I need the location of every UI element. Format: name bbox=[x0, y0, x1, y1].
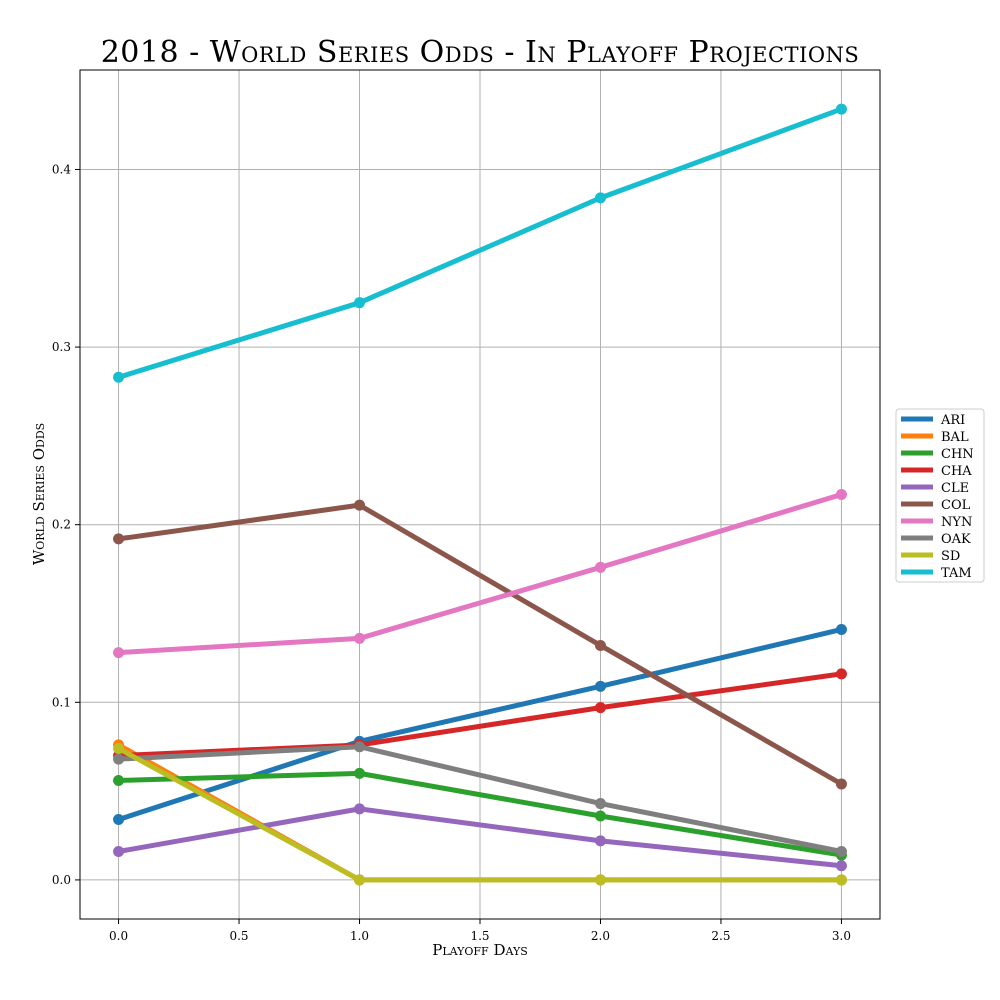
data-point-cle bbox=[835, 860, 847, 872]
data-point-nyn bbox=[113, 647, 125, 659]
legend-label-sd: SD bbox=[941, 549, 960, 564]
series-sd bbox=[113, 742, 847, 886]
y-axis-label: World Series Odds bbox=[30, 423, 48, 565]
x-tick-label: 2.5 bbox=[711, 929, 730, 943]
series-cle bbox=[113, 803, 847, 872]
legend-item-sd: SD bbox=[901, 549, 960, 564]
data-point-oak bbox=[594, 798, 606, 810]
legend-item-tam: TAM bbox=[901, 566, 972, 581]
legend-item-ari: ARI bbox=[901, 413, 965, 428]
chart-title: 2018 - World Series Odds - In Playoff Pr… bbox=[101, 35, 860, 70]
y-tick-label: 0.1 bbox=[52, 695, 71, 709]
data-point-cha bbox=[594, 702, 606, 714]
legend-item-bal: BAL bbox=[901, 430, 969, 445]
legend-item-chn: CHN bbox=[901, 447, 974, 462]
data-point-nyn bbox=[354, 632, 366, 644]
data-point-oak bbox=[354, 741, 366, 753]
series-tam bbox=[113, 103, 847, 383]
y-tick-label: 0.3 bbox=[52, 340, 71, 354]
y-tick-label: 0.0 bbox=[52, 873, 71, 887]
legend-label-ari: ARI bbox=[940, 413, 965, 428]
series-line-chn bbox=[118, 770, 842, 858]
series-line-cle bbox=[118, 806, 842, 869]
data-point-oak bbox=[835, 846, 847, 858]
data-point-chn bbox=[354, 767, 366, 779]
data-point-tam bbox=[835, 103, 847, 115]
series-col bbox=[113, 499, 847, 790]
legend-label-tam: TAM bbox=[941, 566, 972, 581]
legend-item-cle: CLE bbox=[901, 481, 969, 496]
series-nyn bbox=[113, 489, 847, 659]
data-point-sd bbox=[113, 742, 125, 754]
data-point-cle bbox=[113, 846, 125, 858]
series-line-oak bbox=[118, 744, 842, 854]
series-lines bbox=[113, 103, 847, 886]
series-chn bbox=[113, 767, 847, 861]
legend: ARI BAL CHN CHA CLE COL NYN OAK SD TAM bbox=[895, 408, 985, 583]
y-tick-label: 0.2 bbox=[52, 518, 71, 532]
y-tick-label: 0.4 bbox=[52, 162, 71, 176]
x-axis-label: Playoff Days bbox=[432, 941, 528, 959]
data-point-ari bbox=[835, 623, 847, 635]
legend-item-cha: CHA bbox=[901, 464, 972, 479]
series-line-nyn bbox=[118, 492, 843, 656]
data-point-tam bbox=[113, 371, 125, 383]
data-point-tam bbox=[354, 297, 366, 309]
series-ari bbox=[113, 623, 847, 826]
legend-item-nyn: NYN bbox=[901, 515, 972, 530]
legend-item-col: COL bbox=[901, 498, 971, 513]
x-tick-label: 2.0 bbox=[591, 929, 610, 943]
data-point-sd bbox=[594, 874, 606, 886]
legend-item-oak: OAK bbox=[901, 532, 971, 547]
series-line-ari bbox=[117, 627, 843, 822]
data-point-col bbox=[594, 639, 606, 651]
series-line-cha bbox=[118, 671, 842, 759]
data-point-cha bbox=[835, 668, 847, 680]
data-point-col bbox=[835, 778, 847, 790]
data-point-ari bbox=[113, 814, 125, 826]
x-axis-ticks: 0.0 0.5 1.0 1.5 2.0 2.5 3.0 bbox=[109, 919, 851, 943]
data-point-ari bbox=[594, 680, 606, 692]
x-tick-label: 1.0 bbox=[350, 929, 369, 943]
legend-label-nyn: NYN bbox=[941, 515, 972, 530]
x-tick-label: 0.0 bbox=[109, 929, 128, 943]
y-axis-ticks: 0.0 0.1 0.2 0.3 0.4 bbox=[52, 162, 80, 887]
x-tick-label: 1.5 bbox=[470, 929, 489, 943]
data-point-col bbox=[113, 533, 125, 545]
data-point-cle bbox=[594, 835, 606, 847]
data-point-col bbox=[354, 499, 366, 511]
data-point-oak bbox=[113, 753, 125, 765]
series-oak bbox=[113, 741, 847, 858]
legend-label-bal: BAL bbox=[941, 430, 969, 445]
series-line-sd bbox=[117, 746, 842, 883]
data-point-tam bbox=[594, 192, 606, 204]
series-line-tam bbox=[117, 106, 843, 380]
data-point-nyn bbox=[835, 489, 847, 500]
x-tick-label: 0.5 bbox=[229, 929, 248, 943]
x-tick-label: 3.0 bbox=[832, 929, 851, 943]
legend-label-col: COL bbox=[941, 498, 971, 513]
legend-label-oak: OAK bbox=[941, 532, 971, 547]
data-point-sd bbox=[835, 874, 847, 886]
data-point-nyn bbox=[594, 561, 606, 573]
data-point-chn bbox=[113, 774, 125, 786]
series-line-col bbox=[118, 502, 843, 787]
legend-label-chn: CHN bbox=[941, 447, 974, 462]
legend-label-cha: CHA bbox=[941, 464, 972, 479]
data-point-chn bbox=[594, 810, 606, 822]
legend-items: ARI BAL CHN CHA CLE COL NYN OAK SD TAM bbox=[901, 413, 974, 581]
data-point-cle bbox=[354, 803, 366, 815]
legend-label-cle: CLE bbox=[941, 481, 969, 496]
data-point-sd bbox=[354, 874, 366, 886]
